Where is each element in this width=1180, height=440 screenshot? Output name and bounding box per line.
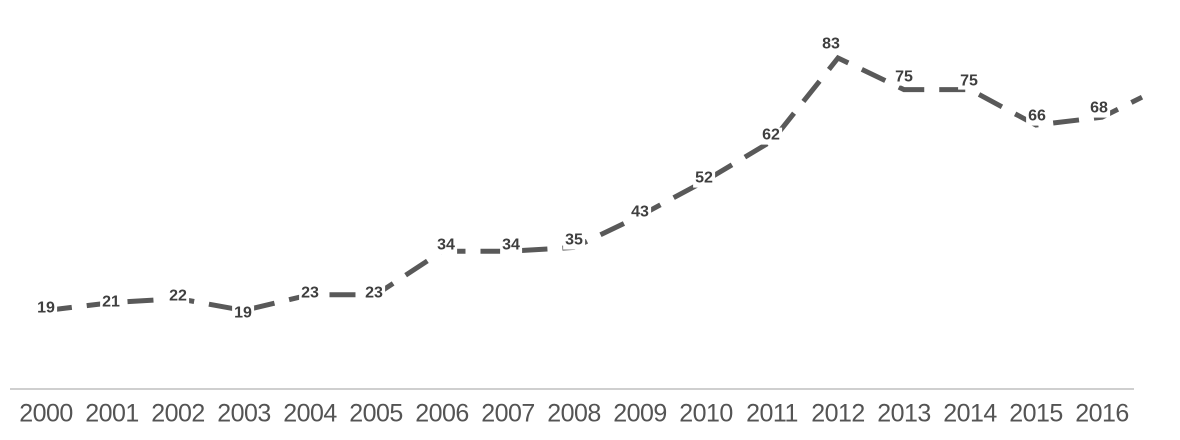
data-label: 35 [563,231,585,250]
x-axis-label: 2000 [19,399,73,428]
data-label: 23 [363,284,385,303]
data-label: 83 [820,35,842,54]
data-label: 66 [1026,107,1048,126]
x-axis-label: 2005 [349,399,403,428]
x-axis-label: 2011 [746,399,798,428]
data-label: 52 [693,169,715,188]
data-label: 22 [167,287,189,306]
x-axis-label: 2014 [943,399,997,428]
data-label: 21 [100,293,122,311]
data-label: 34 [500,236,522,255]
data-label: 62 [760,126,782,145]
data-label: 19 [35,300,57,318]
x-axis-label: 2004 [283,399,337,428]
data-label: 43 [629,203,651,222]
data-label: 75 [893,68,915,86]
x-axis-label: 2002 [151,399,205,428]
x-axis-label: 2016 [1075,399,1129,428]
x-axis-label: 2009 [613,399,667,428]
data-label: 23 [299,284,321,303]
x-axis-label: 2010 [679,399,733,428]
x-axis-label: 2012 [811,399,865,428]
data-label: 19 [232,305,254,323]
x-axis-label: 2003 [217,399,271,428]
x-axis-label: 2008 [547,399,601,428]
x-axis-label: 2001 [85,399,139,428]
data-label: 34 [435,236,457,255]
trend-line [45,54,1144,314]
data-label: 75 [958,72,980,90]
x-axis-label: 2013 [877,399,931,428]
x-axis-label: 2006 [415,399,469,428]
x-axis-label: 2015 [1009,399,1063,428]
data-label: 68 [1088,99,1110,118]
x-axis-label: 2007 [481,399,535,428]
